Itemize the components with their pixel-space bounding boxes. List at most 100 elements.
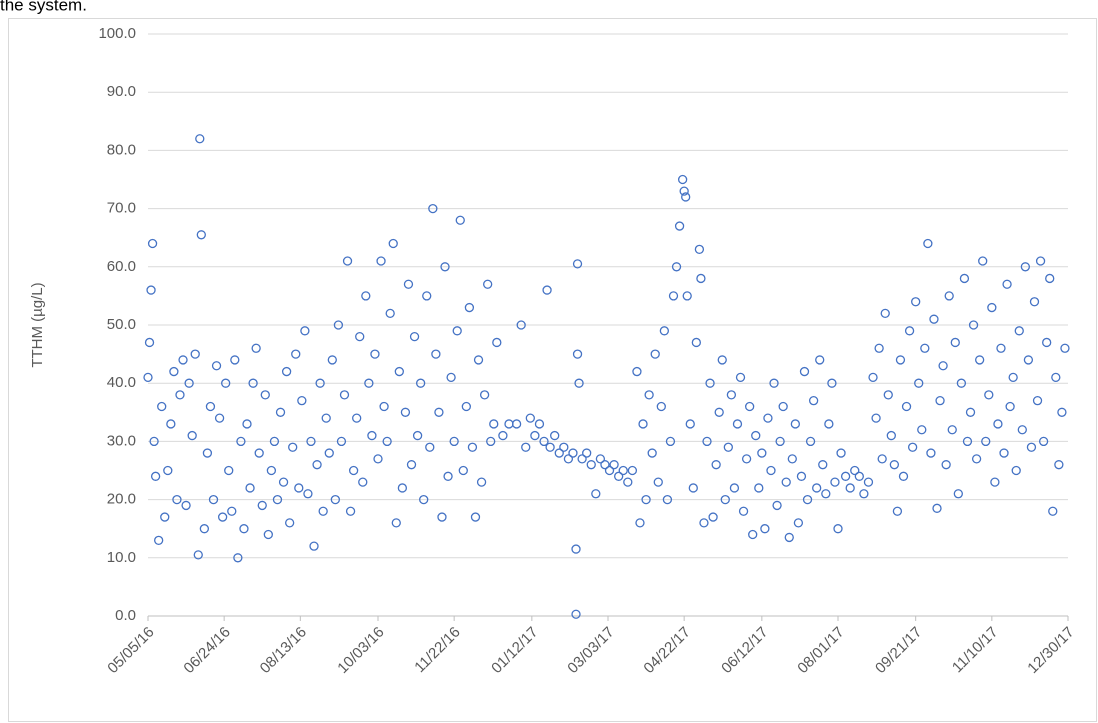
point: [150, 471, 161, 481]
point: [932, 503, 942, 513]
point: [1023, 355, 1034, 365]
point: [766, 465, 776, 476]
point: [190, 349, 200, 359]
point: [877, 454, 887, 464]
point: [1032, 396, 1043, 406]
point: [352, 413, 362, 423]
point: [996, 343, 1006, 353]
point: [793, 518, 804, 528]
point: [266, 465, 277, 476]
point: [824, 419, 834, 429]
point: [479, 390, 490, 400]
point: [836, 448, 846, 458]
point: [827, 378, 837, 388]
point: [345, 506, 356, 516]
point: [397, 483, 408, 493]
point: [361, 291, 371, 301]
point: [696, 273, 706, 284]
point: [563, 454, 574, 464]
chart-frame: [8, 18, 1097, 722]
point: [516, 320, 526, 330]
point: [461, 401, 471, 412]
point: [705, 378, 715, 388]
point: [425, 442, 435, 452]
point: [799, 366, 810, 377]
point: [904, 326, 915, 336]
point: [729, 483, 740, 493]
point: [415, 378, 426, 388]
point: [245, 483, 255, 493]
point: [400, 407, 411, 417]
point: [239, 524, 249, 534]
point: [609, 460, 619, 470]
point: [263, 529, 273, 540]
point: [859, 489, 869, 499]
point: [269, 436, 280, 447]
point: [242, 419, 252, 429]
point: [574, 378, 584, 388]
point: [623, 477, 633, 487]
point: [214, 413, 225, 423]
point: [886, 430, 896, 441]
point: [525, 413, 535, 423]
point: [196, 230, 206, 240]
point: [379, 401, 389, 412]
point: [993, 419, 1003, 429]
point: [175, 390, 185, 400]
point: [920, 343, 930, 353]
x-tick-label: 06/24/16: [180, 624, 233, 677]
point: [618, 465, 628, 476]
point: [1008, 372, 1018, 383]
point: [373, 454, 383, 464]
point: [772, 500, 782, 511]
point: [892, 506, 903, 516]
point: [143, 372, 153, 383]
point: [160, 512, 170, 522]
y-tick-label: 90.0: [107, 83, 136, 100]
point: [1060, 343, 1070, 353]
x-tick-label: 03/03/17: [564, 624, 617, 677]
point: [486, 436, 496, 447]
point: [981, 436, 991, 447]
point: [181, 500, 191, 511]
point: [754, 483, 764, 493]
point: [187, 430, 197, 441]
point: [470, 512, 481, 522]
point: [364, 378, 374, 388]
point: [871, 413, 881, 423]
point: [694, 244, 705, 254]
point: [291, 349, 301, 359]
point: [911, 297, 921, 307]
point: [1017, 425, 1027, 435]
point: [406, 460, 417, 470]
point: [300, 326, 310, 336]
point: [577, 454, 587, 464]
point: [854, 471, 864, 481]
point: [318, 506, 328, 516]
point: [312, 460, 322, 470]
point: [554, 448, 564, 458]
point: [691, 337, 701, 348]
x-tick-label: 11/22/16: [411, 624, 464, 677]
point: [428, 203, 438, 214]
point: [403, 279, 414, 289]
point: [935, 396, 945, 406]
point: [550, 430, 560, 441]
point: [805, 436, 816, 447]
point: [1002, 279, 1012, 289]
point: [863, 477, 874, 487]
point: [720, 494, 730, 505]
x-tick-label: 09/21/17: [872, 624, 925, 677]
point: [821, 489, 831, 499]
point: [787, 454, 797, 464]
point: [358, 477, 368, 487]
point: [632, 366, 642, 377]
point: [184, 378, 194, 388]
point: [545, 442, 555, 452]
point: [355, 331, 365, 342]
point: [278, 477, 289, 487]
point: [275, 407, 286, 417]
point: [236, 436, 246, 447]
point: [723, 442, 733, 452]
point: [336, 436, 347, 447]
